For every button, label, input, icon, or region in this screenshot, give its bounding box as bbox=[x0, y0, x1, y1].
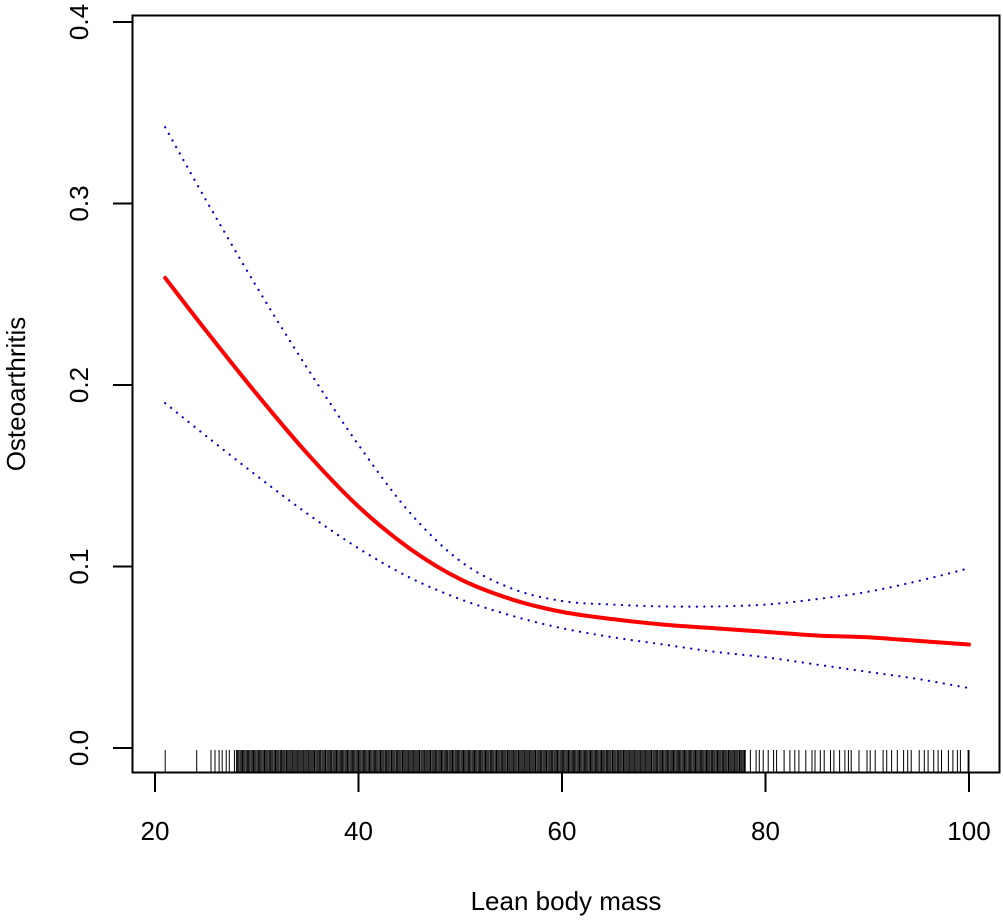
x-tick-label: 40 bbox=[344, 816, 373, 846]
x-axis: 20 40 60 80 100 bbox=[141, 773, 991, 846]
x-tick-label: 20 bbox=[141, 816, 170, 846]
y-tick-label: 0.2 bbox=[64, 367, 94, 403]
plot-frame bbox=[131, 14, 1001, 774]
series-group bbox=[163, 126, 971, 690]
y-tick-label: 0.3 bbox=[64, 185, 94, 221]
y-axis: 0.0 0.1 0.2 0.3 0.4 bbox=[64, 4, 132, 766]
y-tick-label: 0.1 bbox=[64, 548, 94, 584]
confidence-bound-line bbox=[164, 402, 971, 690]
confidence-bound-line bbox=[164, 126, 971, 608]
x-tick-label: 80 bbox=[751, 816, 780, 846]
y-axis-title: Osteoarthritis bbox=[1, 317, 31, 472]
x-axis-title: Lean body mass bbox=[471, 886, 662, 916]
y-tick-label: 0.4 bbox=[64, 4, 94, 40]
x-tick-label: 60 bbox=[548, 816, 577, 846]
fitted-curve-line bbox=[163, 275, 971, 647]
y-tick-label: 0.0 bbox=[64, 730, 94, 766]
x-tick-label: 100 bbox=[947, 816, 990, 846]
rug-plot bbox=[164, 750, 970, 773]
